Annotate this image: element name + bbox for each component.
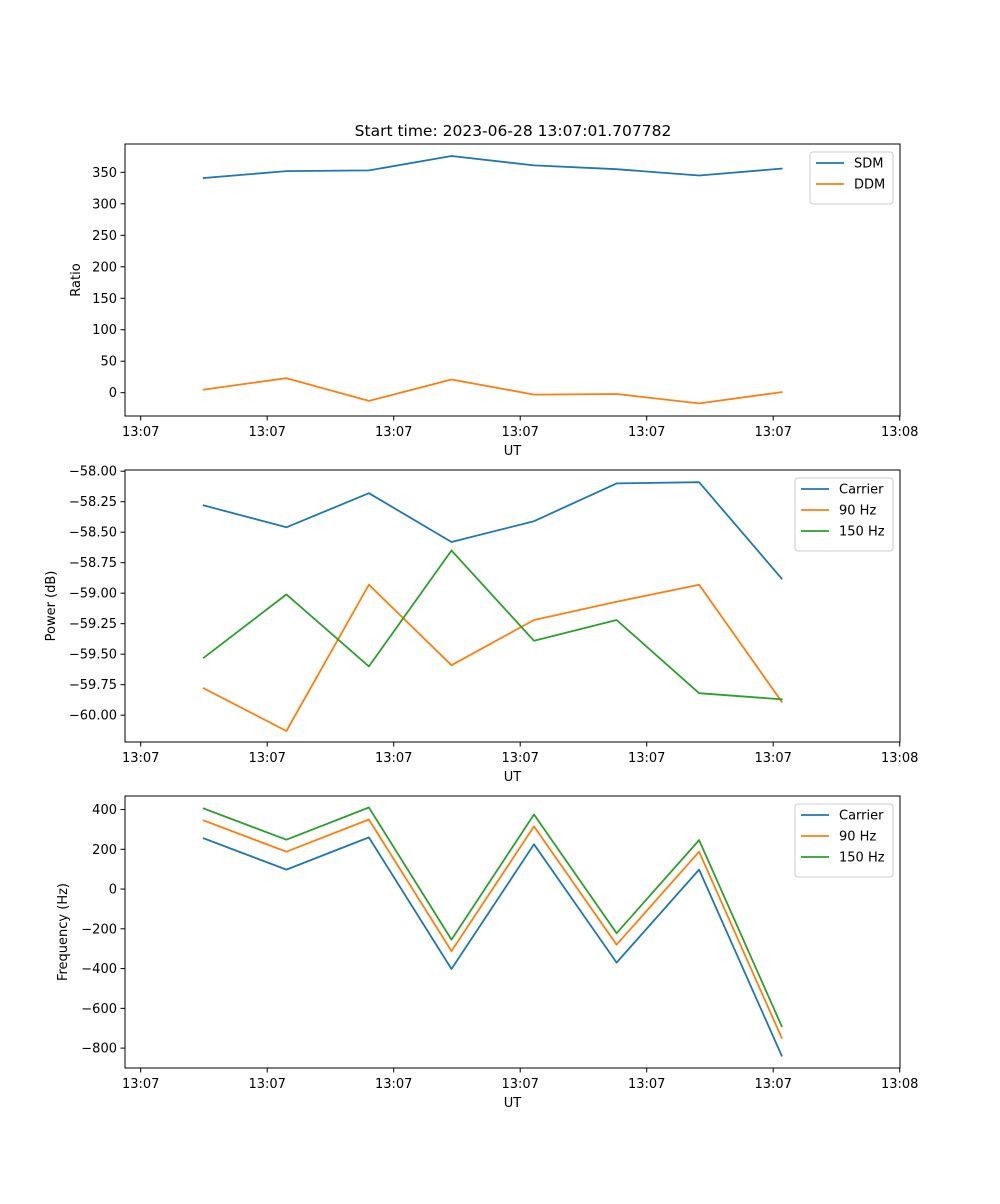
series-line-carrier: [202, 481, 783, 580]
x-tick-label: 13:07: [248, 425, 285, 440]
y-tick-label: −800: [81, 1042, 117, 1057]
y-tick-label: −400: [81, 962, 117, 977]
x-tick-label: 13:07: [375, 1077, 412, 1092]
x-tick-label: 13:08: [881, 425, 918, 440]
x-tick-label: 13:07: [501, 1077, 538, 1092]
legend-label: 150 Hz: [839, 851, 885, 866]
x-tick-label: 13:07: [248, 1077, 285, 1092]
x-tick-label: 13:07: [754, 751, 791, 766]
y-tick-label: 150: [92, 292, 117, 307]
y-tick-label: −58.00: [69, 465, 117, 480]
axes-frame: [124, 795, 901, 1069]
y-tick-label: 50: [100, 355, 117, 370]
series-line-150-hz: [202, 806, 783, 1028]
y-axis-label: Ratio: [69, 263, 84, 296]
x-tick-label: 13:07: [375, 425, 412, 440]
legend-label: DDM: [854, 178, 885, 193]
y-tick-label: 350: [92, 166, 117, 181]
ratio-panel: 13:07 13:07 13:07 13:07 13:07 13:07 13:08 0 50 10…: [69, 143, 918, 459]
x-tick-label: 13:07: [122, 1077, 159, 1092]
series-line-carrier: [202, 836, 783, 1057]
legend-label: 90 Hz: [839, 504, 876, 519]
y-tick-label: 0: [109, 883, 117, 898]
chart-title: Start time: 2023-06-28 13:07:01.707782: [355, 122, 672, 140]
x-tick-label: 13:07: [122, 751, 159, 766]
y-tick-label: 200: [92, 260, 117, 275]
y-tick-label: 0: [109, 386, 117, 401]
y-tick-label: −600: [81, 1002, 117, 1017]
x-tick-label: 13:07: [628, 751, 665, 766]
y-tick-label: −58.75: [69, 556, 117, 571]
series-line-ddm: [202, 377, 783, 405]
y-tick-label: −60.00: [69, 709, 117, 724]
x-tick-label: 13:08: [881, 1077, 918, 1092]
y-tick-label: 400: [92, 803, 117, 818]
legend-label: Carrier: [839, 483, 884, 498]
series-line-90-hz: [202, 583, 783, 732]
legend-box: [794, 803, 894, 878]
x-axis-label: UT: [504, 1096, 522, 1111]
legend-label: 150 Hz: [839, 525, 885, 540]
y-tick-label: −59.00: [69, 587, 117, 602]
x-tick-label: 13:07: [501, 751, 538, 766]
y-tick-label: −58.50: [69, 526, 117, 541]
x-tick-label: 13:07: [628, 425, 665, 440]
x-tick-label: 13:07: [375, 751, 412, 766]
x-tick-label: 13:07: [122, 425, 159, 440]
legend-label: Carrier: [839, 809, 884, 824]
x-axis-label: UT: [504, 444, 522, 459]
legend-box: [794, 477, 894, 552]
y-tick-label: −59.25: [69, 617, 117, 632]
x-tick-label: 13:07: [628, 1077, 665, 1092]
y-tick-label: −58.25: [69, 495, 117, 510]
x-tick-label: 13:08: [881, 751, 918, 766]
y-axis-label: Frequency (Hz): [56, 883, 71, 981]
legend-box: [809, 151, 894, 205]
frequency-panel: 13:07 13:07 13:07 13:07 13:07 13:07 13:08 −800 −…: [56, 795, 918, 1111]
y-tick-label: −59.50: [69, 648, 117, 663]
axes-frame: [124, 469, 901, 743]
x-tick-label: 13:07: [754, 1077, 791, 1092]
y-tick-label: 100: [92, 323, 117, 338]
power-panel: 13:07 13:07 13:07 13:07 13:07 13:07 13:08 −60.0…: [44, 465, 918, 785]
y-tick-label: 200: [92, 843, 117, 858]
legend-label: SDM: [854, 157, 883, 172]
x-axis-label: UT: [504, 770, 522, 785]
x-tick-label: 13:07: [501, 425, 538, 440]
legend-label: 90 Hz: [839, 830, 876, 845]
series-line-90-hz: [202, 818, 783, 1039]
y-tick-label: 250: [92, 229, 117, 244]
y-axis-label: Power (dB): [44, 571, 59, 642]
axes-frame: [124, 143, 901, 417]
y-tick-label: 300: [92, 197, 117, 212]
y-tick-label: −200: [81, 922, 117, 937]
y-tick-label: −59.75: [69, 678, 117, 693]
series-line-sdm: [202, 155, 783, 179]
x-tick-label: 13:07: [754, 425, 791, 440]
series-line-150-hz: [202, 549, 783, 701]
x-tick-label: 13:07: [248, 751, 285, 766]
